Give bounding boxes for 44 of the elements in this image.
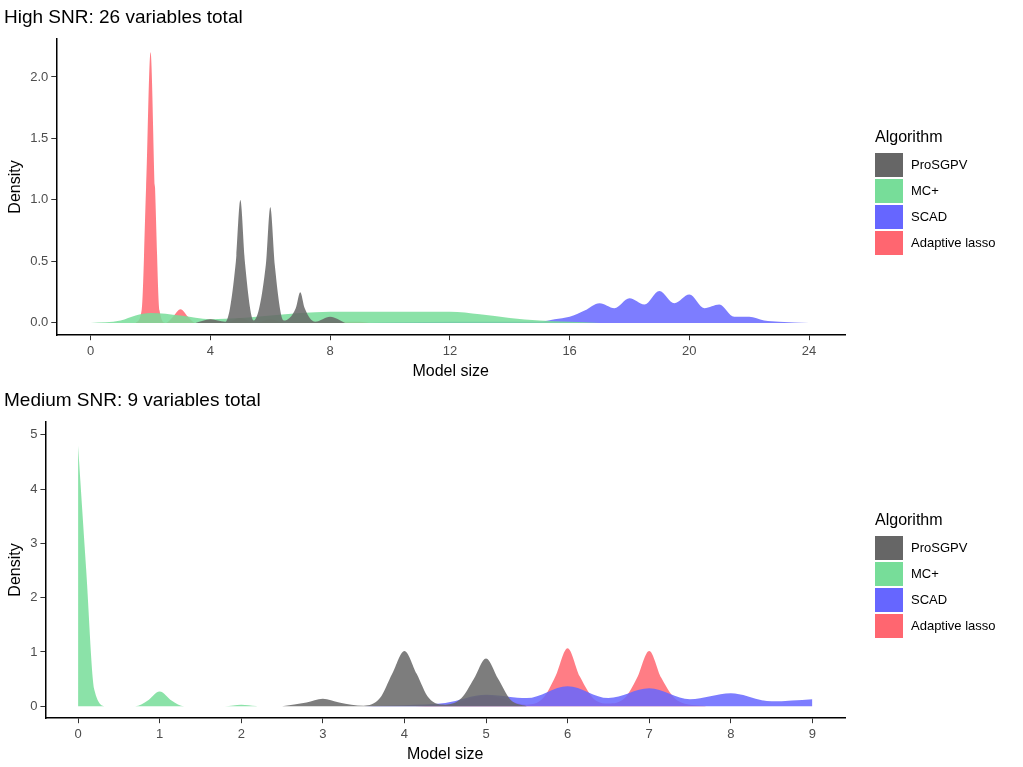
x-tick-label: 16 — [562, 342, 577, 358]
y-tick-label: 2.0 — [30, 68, 49, 84]
x-tick-label: 7 — [645, 725, 653, 741]
x-tick-label: 0 — [87, 342, 95, 358]
y-tick-label: 0 — [30, 697, 38, 713]
chart-title: Medium SNR: 9 variables total — [4, 388, 261, 410]
x-tick-label: 8 — [326, 342, 334, 358]
legend-label: ProSGPV — [911, 540, 968, 555]
legend-label: ProSGPV — [911, 157, 968, 172]
y-tick-label: 3 — [30, 534, 38, 550]
x-tick-label: 5 — [482, 725, 490, 741]
y-tick-label: 2 — [30, 589, 38, 605]
x-tick-label: 12 — [442, 342, 458, 358]
legend-title: Algorithm — [875, 510, 944, 529]
x-tick-label: 9 — [808, 725, 816, 741]
x-axis-title: Model size — [406, 744, 484, 762]
x-tick-label: 20 — [682, 342, 697, 358]
x-tick-label: 24 — [801, 342, 817, 358]
x-tick-label: 6 — [563, 725, 572, 741]
legend-label: MC+ — [911, 183, 939, 198]
y-tick-label: 1.5 — [30, 130, 49, 145]
x-tick-label: 8 — [727, 725, 735, 741]
y-tick-label: 1 — [30, 643, 38, 659]
legend-label: SCAD — [911, 209, 948, 224]
y-axis-title: Density — [6, 160, 24, 214]
legend-label: Adaptive lasso — [911, 618, 996, 633]
x-axis-title: Model size — [412, 361, 489, 379]
legend-label: SCAD — [911, 592, 948, 607]
legend-label: Adaptive lasso — [911, 235, 996, 250]
y-axis-title: Density — [6, 543, 24, 597]
x-tick-label: 2 — [237, 725, 245, 741]
x-tick-label: 0 — [74, 725, 82, 741]
y-tick-label: 0.5 — [30, 252, 49, 268]
x-tick-label: 4 — [400, 725, 409, 741]
y-tick-label: 0.0 — [30, 314, 49, 330]
y-tick-label: 4 — [30, 480, 38, 496]
x-tick-label: 4 — [206, 342, 215, 358]
x-tick-label: 1 — [156, 725, 164, 741]
y-tick-label: 5 — [30, 426, 38, 442]
y-tick-label: 1.0 — [30, 191, 49, 207]
x-tick-label: 3 — [319, 725, 327, 741]
chart-title: High SNR: 26 variables total — [4, 5, 243, 27]
legend-label: MC+ — [911, 566, 939, 581]
legend-title: Algorithm — [875, 127, 944, 146]
